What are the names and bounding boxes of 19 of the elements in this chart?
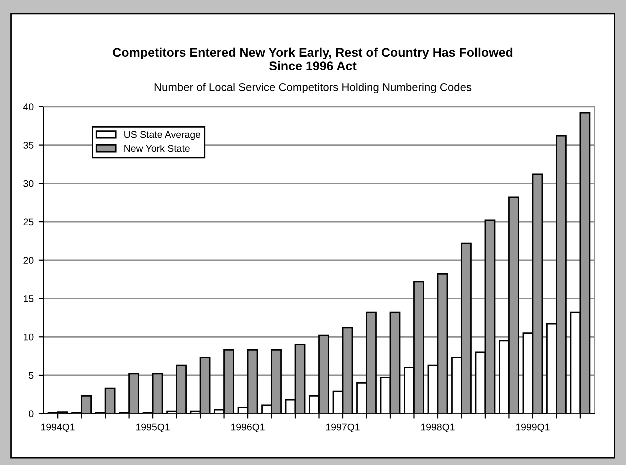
y-tick-label: 0 [29, 410, 34, 418]
x-tick-label: 1996Q1 [231, 424, 265, 432]
legend-label: US State Average [124, 131, 201, 140]
y-tick-label: 15 [24, 296, 34, 302]
chart-title: Competitors Entered New York Early, Rest of Country Has Followed Since 1996 Act [113, 48, 513, 71]
x-tick-label: 1998Q1 [421, 424, 455, 432]
x-tick-label: 1999Q1 [516, 424, 550, 432]
y-tick-label: 25 [24, 218, 34, 226]
y-tick-label: 40 [24, 104, 34, 111]
x-tick-label: 1997Q1 [326, 424, 360, 432]
y-tick-label: 35 [24, 142, 34, 149]
y-tick-label: 30 [24, 180, 34, 188]
y-tick-label: 5 [29, 372, 34, 380]
x-tick-label: 1995Q1 [136, 424, 170, 432]
legend-label: New York State [124, 144, 190, 152]
y-tick-label: 10 [24, 334, 34, 341]
y-tick-label: 20 [24, 257, 34, 264]
x-tick-label: 1994Q1 [42, 424, 75, 432]
chart-subtitle: Number of Local Service Competitors Holding Numbering Codes [154, 83, 472, 94]
